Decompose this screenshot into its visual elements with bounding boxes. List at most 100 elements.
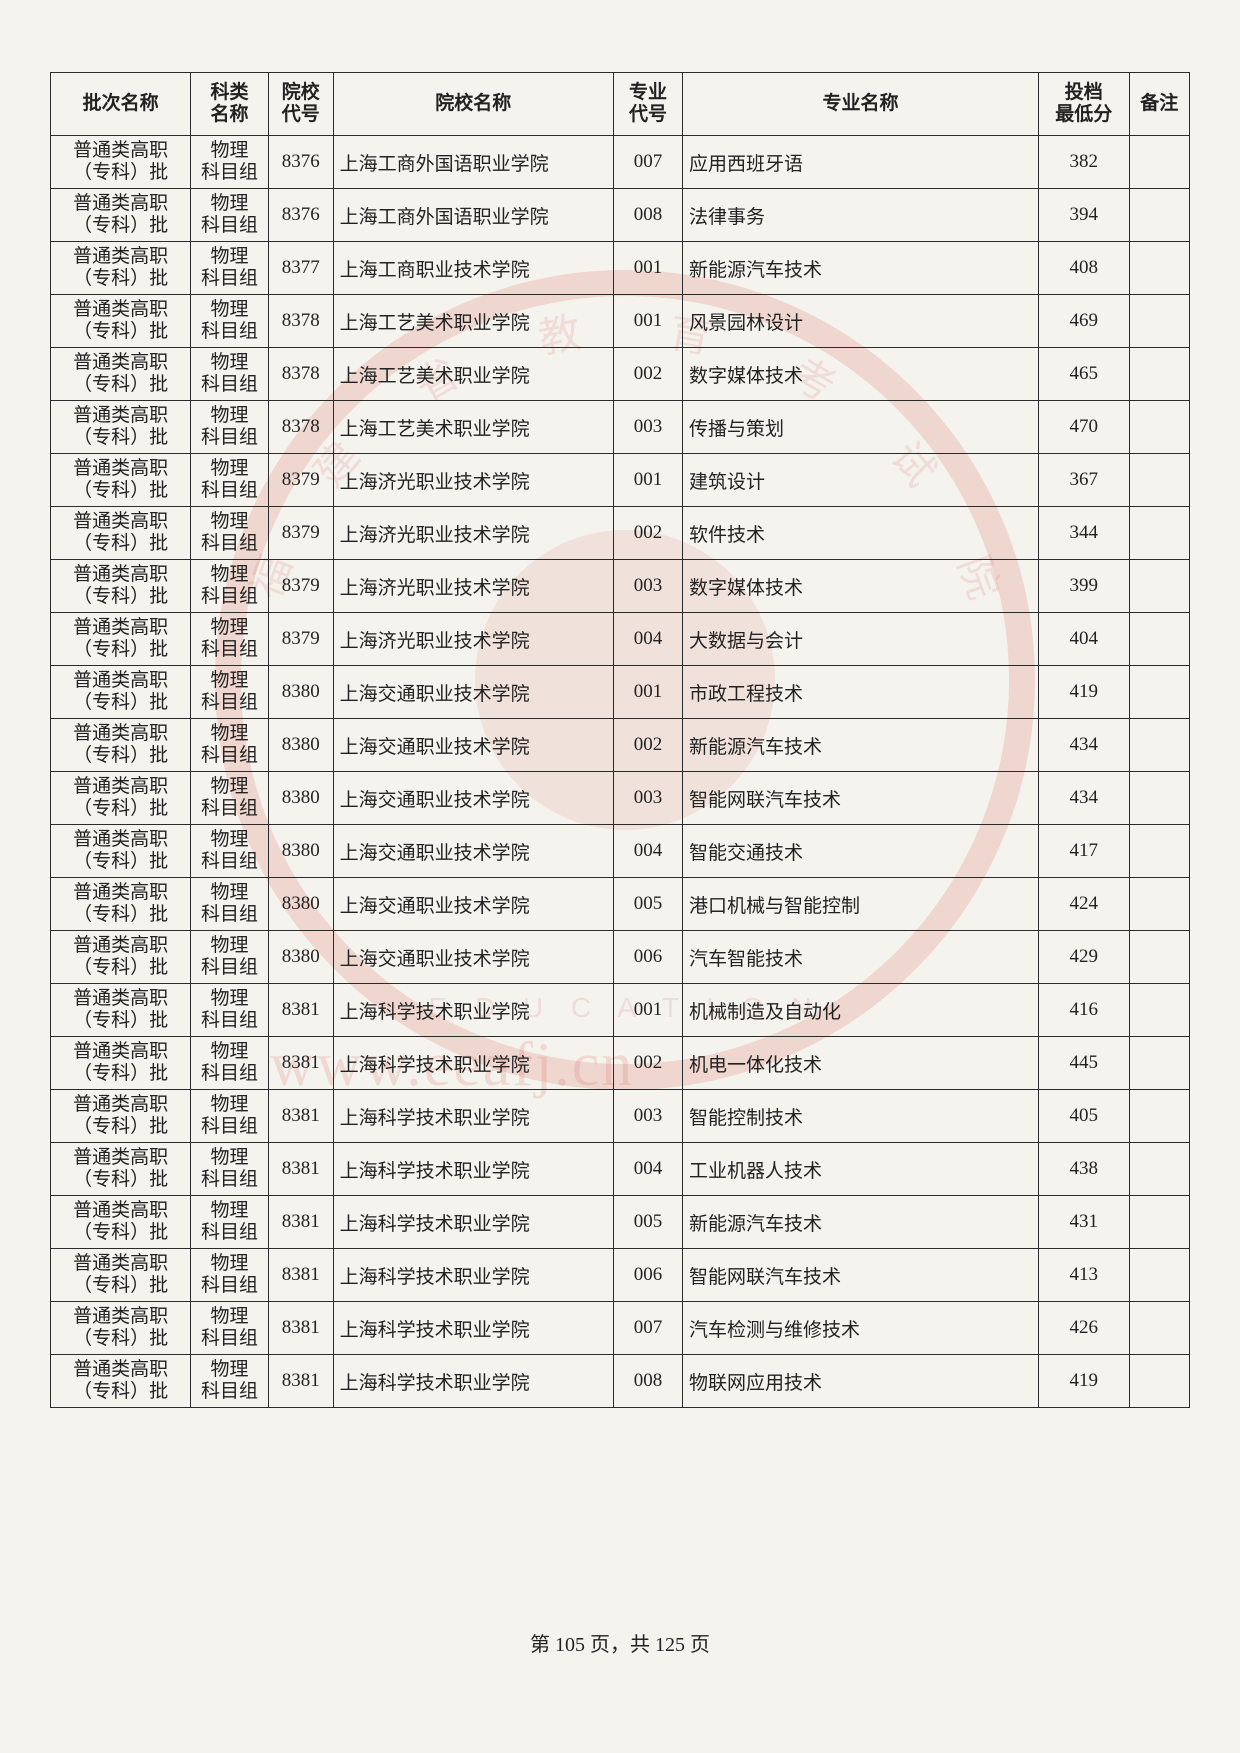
cell-batch: 普通类高职 （专科）批 <box>51 189 191 242</box>
table-row: 普通类高职 （专科）批物理 科目组8379上海济光职业技术学院004大数据与会计… <box>51 613 1190 666</box>
cell-note <box>1129 560 1189 613</box>
cell-batch: 普通类高职 （专科）批 <box>51 401 191 454</box>
cell-school_code: 8381 <box>268 1302 333 1355</box>
cell-school_code: 8376 <box>268 136 333 189</box>
cell-score: 413 <box>1038 1249 1129 1302</box>
header-subject: 科类 名称 <box>191 73 269 136</box>
cell-major_code: 007 <box>613 136 682 189</box>
cell-score: 465 <box>1038 348 1129 401</box>
cell-subject: 物理 科目组 <box>191 507 269 560</box>
cell-school_code: 8380 <box>268 666 333 719</box>
cell-score: 434 <box>1038 772 1129 825</box>
cell-batch: 普通类高职 （专科）批 <box>51 560 191 613</box>
cell-batch: 普通类高职 （专科）批 <box>51 984 191 1037</box>
cell-school_name: 上海工艺美术职业学院 <box>333 348 613 401</box>
cell-major_name: 数字媒体技术 <box>683 560 1039 613</box>
cell-major_code: 001 <box>613 242 682 295</box>
footer-total-pages: 125 <box>655 1634 685 1656</box>
table-row: 普通类高职 （专科）批物理 科目组8379上海济光职业技术学院002软件技术34… <box>51 507 1190 560</box>
cell-batch: 普通类高职 （专科）批 <box>51 348 191 401</box>
cell-school_name: 上海交通职业技术学院 <box>333 772 613 825</box>
cell-school_name: 上海济光职业技术学院 <box>333 560 613 613</box>
cell-school_name: 上海交通职业技术学院 <box>333 878 613 931</box>
cell-score: 405 <box>1038 1090 1129 1143</box>
cell-note <box>1129 1302 1189 1355</box>
cell-major_name: 机械制造及自动化 <box>683 984 1039 1037</box>
cell-major_code: 006 <box>613 931 682 984</box>
cell-note <box>1129 1355 1189 1408</box>
cell-score: 424 <box>1038 878 1129 931</box>
cell-note <box>1129 825 1189 878</box>
cell-major_name: 智能控制技术 <box>683 1090 1039 1143</box>
cell-score: 344 <box>1038 507 1129 560</box>
cell-note <box>1129 878 1189 931</box>
cell-score: 408 <box>1038 242 1129 295</box>
cell-major_code: 003 <box>613 560 682 613</box>
footer-current-page: 105 <box>555 1634 585 1656</box>
header-major-name: 专业名称 <box>683 73 1039 136</box>
cell-note <box>1129 454 1189 507</box>
cell-school_name: 上海交通职业技术学院 <box>333 931 613 984</box>
cell-batch: 普通类高职 （专科）批 <box>51 931 191 984</box>
table-row: 普通类高职 （专科）批物理 科目组8378上海工艺美术职业学院003传播与策划4… <box>51 401 1190 454</box>
cell-note <box>1129 136 1189 189</box>
cell-batch: 普通类高职 （专科）批 <box>51 295 191 348</box>
cell-subject: 物理 科目组 <box>191 401 269 454</box>
cell-note <box>1129 507 1189 560</box>
cell-batch: 普通类高职 （专科）批 <box>51 1143 191 1196</box>
cell-school_code: 8379 <box>268 507 333 560</box>
cell-school_name: 上海科学技术职业学院 <box>333 1090 613 1143</box>
cell-score: 438 <box>1038 1143 1129 1196</box>
cell-subject: 物理 科目组 <box>191 454 269 507</box>
cell-score: 445 <box>1038 1037 1129 1090</box>
cell-school_code: 8377 <box>268 242 333 295</box>
cell-school_code: 8381 <box>268 1249 333 1302</box>
cell-score: 416 <box>1038 984 1129 1037</box>
cell-batch: 普通类高职 （专科）批 <box>51 1355 191 1408</box>
cell-score: 419 <box>1038 1355 1129 1408</box>
cell-score: 419 <box>1038 666 1129 719</box>
cell-note <box>1129 401 1189 454</box>
cell-major_code: 002 <box>613 507 682 560</box>
cell-school_code: 8380 <box>268 772 333 825</box>
cell-major_name: 物联网应用技术 <box>683 1355 1039 1408</box>
header-score: 投档 最低分 <box>1038 73 1129 136</box>
cell-score: 431 <box>1038 1196 1129 1249</box>
cell-school_code: 8381 <box>268 1143 333 1196</box>
cell-major_code: 004 <box>613 825 682 878</box>
footer-prefix: 第 <box>530 1634 555 1656</box>
cell-major_name: 应用西班牙语 <box>683 136 1039 189</box>
cell-subject: 物理 科目组 <box>191 1090 269 1143</box>
cell-score: 417 <box>1038 825 1129 878</box>
footer-suffix: 页 <box>685 1634 710 1656</box>
table-row: 普通类高职 （专科）批物理 科目组8380上海交通职业技术学院002新能源汽车技… <box>51 719 1190 772</box>
cell-batch: 普通类高职 （专科）批 <box>51 666 191 719</box>
table-row: 普通类高职 （专科）批物理 科目组8380上海交通职业技术学院003智能网联汽车… <box>51 772 1190 825</box>
cell-subject: 物理 科目组 <box>191 1196 269 1249</box>
cell-batch: 普通类高职 （专科）批 <box>51 507 191 560</box>
cell-subject: 物理 科目组 <box>191 1037 269 1090</box>
cell-major_name: 法律事务 <box>683 189 1039 242</box>
cell-note <box>1129 1143 1189 1196</box>
cell-note <box>1129 931 1189 984</box>
cell-major_name: 智能网联汽车技术 <box>683 1249 1039 1302</box>
cell-batch: 普通类高职 （专科）批 <box>51 1249 191 1302</box>
cell-school_name: 上海科学技术职业学院 <box>333 1196 613 1249</box>
cell-subject: 物理 科目组 <box>191 242 269 295</box>
header-school-code: 院校 代号 <box>268 73 333 136</box>
table-row: 普通类高职 （专科）批物理 科目组8381上海科学技术职业学院002机电一体化技… <box>51 1037 1190 1090</box>
cell-subject: 物理 科目组 <box>191 719 269 772</box>
cell-school_name: 上海科学技术职业学院 <box>333 1143 613 1196</box>
admission-score-table: 批次名称 科类 名称 院校 代号 院校名称 专业 代号 专业名称 投档 最低分 … <box>50 72 1190 1408</box>
cell-major_code: 003 <box>613 772 682 825</box>
cell-school_name: 上海交通职业技术学院 <box>333 666 613 719</box>
cell-major_name: 新能源汽车技术 <box>683 1196 1039 1249</box>
cell-subject: 物理 科目组 <box>191 189 269 242</box>
cell-school_name: 上海科学技术职业学院 <box>333 984 613 1037</box>
cell-major_name: 工业机器人技术 <box>683 1143 1039 1196</box>
cell-school_name: 上海济光职业技术学院 <box>333 454 613 507</box>
cell-school_code: 8380 <box>268 719 333 772</box>
cell-major_name: 机电一体化技术 <box>683 1037 1039 1090</box>
cell-note <box>1129 666 1189 719</box>
cell-major_code: 001 <box>613 454 682 507</box>
